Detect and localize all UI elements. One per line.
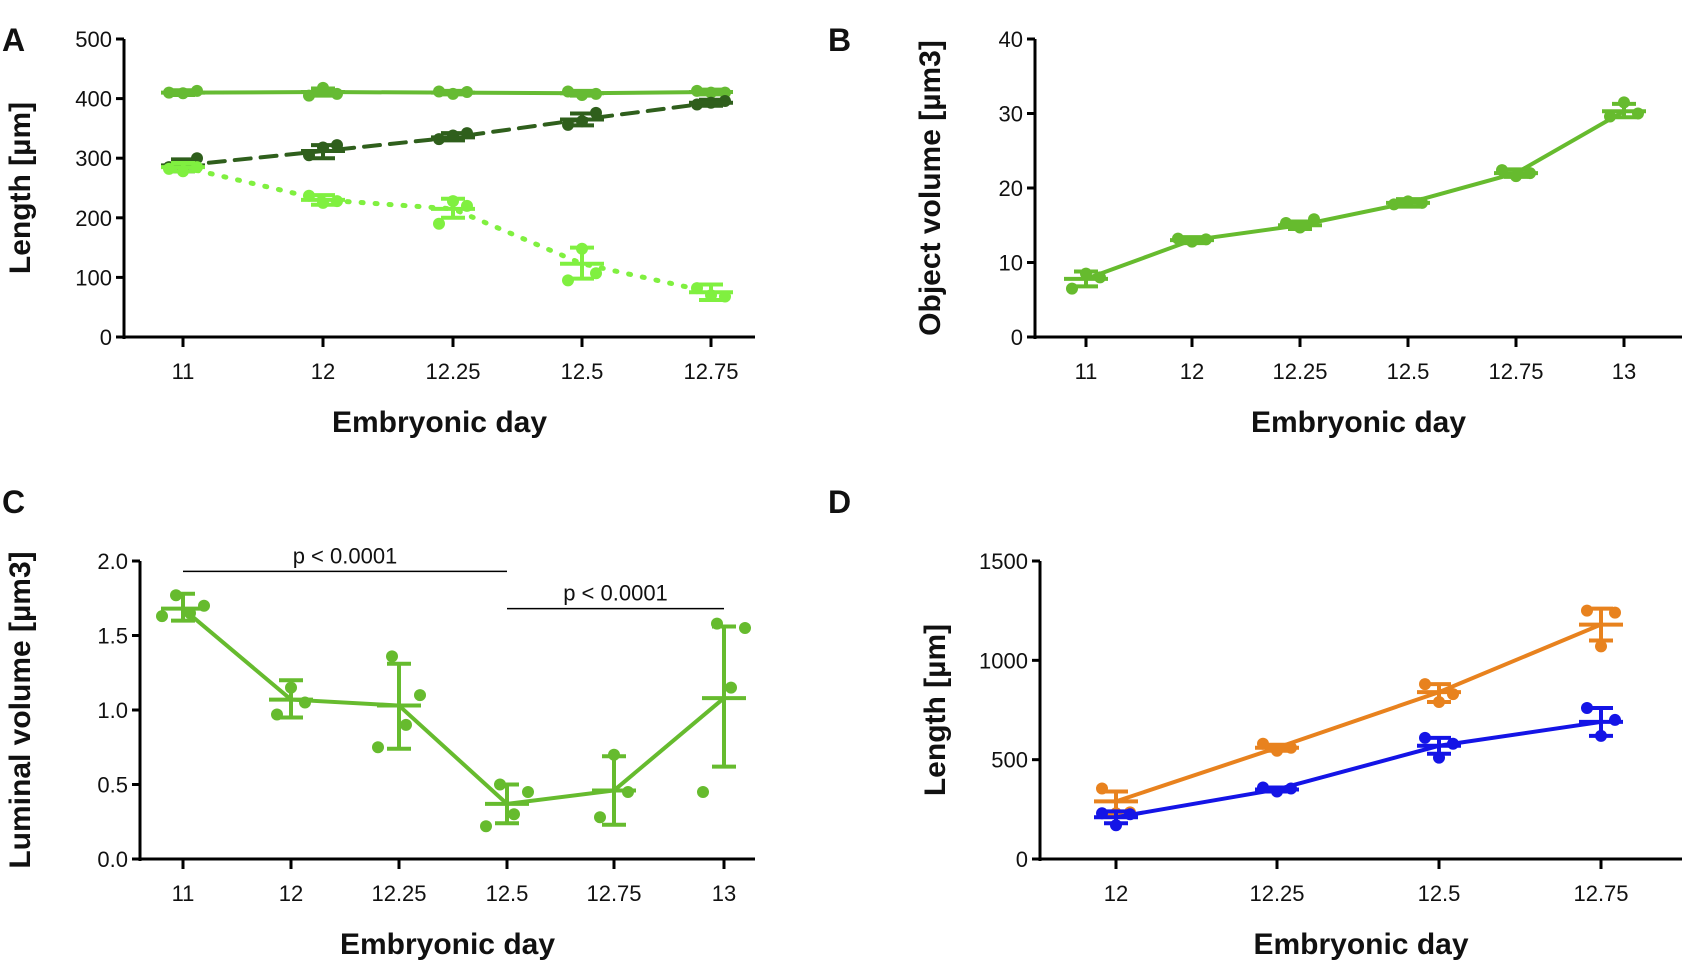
- series-0: [156, 589, 751, 833]
- significance-label: p < 0.0001: [293, 543, 398, 568]
- x-tick-label: 12: [279, 881, 303, 906]
- x-tick-label: 12: [1180, 359, 1204, 384]
- x-tick-label: 13: [712, 881, 736, 906]
- data-point: [372, 741, 384, 754]
- data-point: [386, 650, 398, 663]
- y-axis-label: Length [µm]: [919, 624, 952, 796]
- x-tick-label: 13: [1612, 359, 1636, 384]
- data-point: [739, 622, 751, 635]
- y-axis-label: Length [µm]: [4, 102, 37, 274]
- x-tick-label: 12.5: [1418, 881, 1461, 906]
- y-tick-label: 1000: [979, 648, 1028, 673]
- y-tick-label: 2.0: [97, 549, 128, 574]
- significance-label: p < 0.0001: [563, 581, 668, 606]
- x-tick-label: 12.25: [1249, 881, 1304, 906]
- data-point: [1419, 678, 1431, 691]
- data-point: [414, 689, 426, 702]
- y-tick-label: 300: [75, 146, 112, 171]
- y-axis-label: Object volume [µm3]: [914, 40, 947, 336]
- x-tick-label: 12: [1104, 881, 1128, 906]
- series-1: [1094, 702, 1623, 832]
- data-point: [156, 610, 168, 623]
- y-tick-label: 0.0: [97, 847, 128, 872]
- y-tick-label: 0.5: [97, 773, 128, 798]
- y-tick-label: 0: [1016, 847, 1028, 872]
- y-tick-label: 1.0: [97, 698, 128, 723]
- data-point: [590, 267, 602, 280]
- data-point: [400, 718, 412, 731]
- series-1: [161, 94, 733, 177]
- y-tick-label: 1500: [979, 549, 1028, 574]
- panel-c: C 0.0 0.5 1.0 1.5 2.0 11 12 12.25 12.5 12.75 13 Embr…: [2, 484, 755, 961]
- x-axis-label: Embryonic day: [1253, 928, 1468, 961]
- data-point: [1419, 731, 1431, 744]
- panel-d: D 0 500 1000 1500 12 12.25 12.5 12.75 Embryonic d…: [828, 484, 1682, 961]
- y-tick-label: 400: [75, 87, 112, 112]
- panel-label: D: [828, 484, 851, 520]
- y-tick-label: 0: [1011, 325, 1023, 350]
- data-point: [522, 785, 534, 798]
- data-point: [1581, 702, 1593, 715]
- series-line: [1114, 622, 1603, 804]
- data-point: [331, 139, 343, 152]
- panel-a: A 0 100 200 300 400 500 11 12 12.25 12.5 12.75 Embry…: [2, 22, 755, 439]
- series-0: [161, 81, 733, 102]
- series-line: [181, 606, 726, 806]
- x-tick-label: 12.75: [586, 881, 641, 906]
- series-0: [1094, 604, 1623, 820]
- data-point: [725, 681, 737, 694]
- y-tick-label: 10: [999, 251, 1023, 276]
- y-tick-label: 40: [999, 27, 1023, 52]
- y-tick-label: 100: [75, 265, 112, 290]
- y-tick-label: 0: [100, 325, 112, 350]
- x-tick-label: 11: [172, 881, 195, 906]
- y-axis-label: Luminal volume [µm3]: [4, 551, 37, 868]
- series-line: [1114, 719, 1603, 820]
- data-point: [1595, 640, 1607, 653]
- series-2: [161, 160, 733, 303]
- x-tick-label: 12.75: [1573, 881, 1628, 906]
- x-tick-label: 12.5: [561, 359, 604, 384]
- x-tick-label: 11: [1075, 359, 1098, 384]
- data-point: [590, 106, 602, 119]
- data-point: [480, 820, 492, 833]
- panel-label: C: [2, 484, 25, 520]
- panel-label: B: [828, 22, 851, 58]
- data-point: [1604, 110, 1616, 123]
- x-tick-label: 12.5: [486, 881, 529, 906]
- x-tick-label: 12.5: [1387, 359, 1430, 384]
- x-tick-label: 12.75: [683, 359, 738, 384]
- x-tick-label: 12.25: [1272, 359, 1327, 384]
- y-tick-label: 200: [75, 206, 112, 231]
- data-point: [594, 811, 606, 824]
- y-tick-label: 30: [999, 102, 1023, 127]
- x-axis-label: Embryonic day: [332, 406, 547, 439]
- x-tick-label: 12.25: [425, 359, 480, 384]
- x-tick-label: 12: [311, 359, 335, 384]
- series-line: [180, 164, 714, 295]
- data-point: [433, 217, 445, 230]
- x-axis-label: Embryonic day: [1251, 406, 1466, 439]
- y-tick-label: 500: [75, 27, 112, 52]
- data-point: [508, 808, 520, 821]
- data-point: [562, 118, 574, 131]
- series-0: [1064, 96, 1646, 295]
- x-axis-label: Embryonic day: [340, 928, 555, 961]
- data-point: [697, 785, 709, 798]
- series-line: [1084, 109, 1626, 281]
- y-tick-label: 500: [991, 748, 1028, 773]
- y-tick-label: 20: [999, 176, 1023, 201]
- panel-b: B 0 10 20 30 40 11 12 12.25 12.5 12.75 13 Embryonic …: [828, 22, 1682, 439]
- y-tick-label: 1.5: [97, 624, 128, 649]
- x-tick-label: 12.25: [371, 881, 426, 906]
- panel-label: A: [2, 22, 25, 58]
- x-tick-label: 12.75: [1488, 359, 1543, 384]
- x-tick-label: 11: [172, 359, 195, 384]
